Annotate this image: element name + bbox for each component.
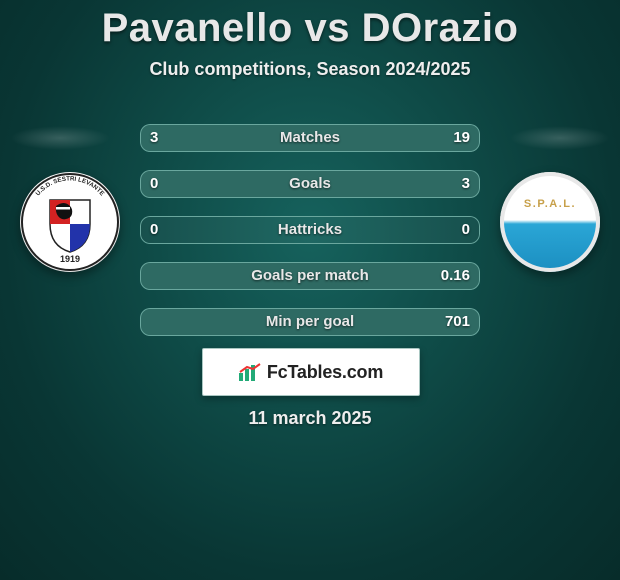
player-a-name: Pavanello [102,6,293,50]
brand-badge[interactable]: FcTables.com [202,348,420,396]
stat-rows: 319Matches 03Goals 00Hattricks 0.16Goals pe… [140,124,480,354]
brand-text: FcTables.com [267,362,383,383]
card-date: 11 march 2025 [0,408,620,429]
stat-row: 03Goals [140,170,480,198]
stat-label: Goals per match [140,262,480,290]
stat-row: 00Hattricks [140,216,480,244]
stat-row: 319Matches [140,124,480,152]
club-a-crest-icon: U.S.D. SESTRI LEVANTE 1919 [20,172,120,272]
stat-label: Hattricks [140,216,480,244]
comparison-scene: U.S.D. SESTRI LEVANTE 1919 S.P.A.L. 319M… [0,100,620,360]
card-title: Pavanello vs DOrazio [0,0,620,51]
brand-chart-icon [239,363,261,381]
stat-label: Min per goal [140,308,480,336]
card-subtitle: Club competitions, Season 2024/2025 [0,59,620,80]
club-b-crest-text: S.P.A.L. [524,198,576,210]
stat-label: Matches [140,124,480,152]
badge-year: 1919 [60,254,80,264]
player-b-name: DOrazio [362,6,519,50]
stat-label: Goals [140,170,480,198]
stat-row: 701Min per goal [140,308,480,336]
club-a-badge: U.S.D. SESTRI LEVANTE 1919 [20,172,120,272]
club-b-badge: S.P.A.L. [500,172,600,272]
club-b-shadow [510,126,610,150]
comparison-card: Pavanello vs DOrazio Club competitions, … [0,0,620,580]
club-a-shadow [10,126,110,150]
stat-row: 0.16Goals per match [140,262,480,290]
vs-label: vs [304,6,350,50]
